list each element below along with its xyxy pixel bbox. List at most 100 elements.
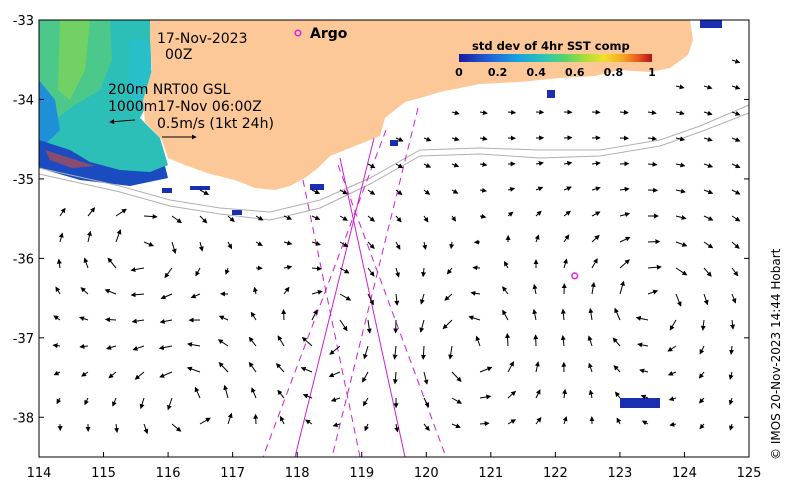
current-vector bbox=[451, 162, 460, 168]
current-vector bbox=[104, 317, 117, 323]
current-vector bbox=[479, 136, 488, 141]
current-vector bbox=[591, 258, 598, 269]
current-vector bbox=[367, 267, 375, 277]
x-tick-label: 116 bbox=[156, 466, 181, 481]
current-vector bbox=[591, 234, 600, 243]
current-vector bbox=[614, 391, 621, 399]
current-vector bbox=[703, 84, 713, 90]
current-vector bbox=[668, 396, 677, 402]
current-vector bbox=[451, 423, 461, 429]
current-vector bbox=[619, 280, 625, 295]
x-tick-label: 119 bbox=[349, 466, 374, 481]
current-vector bbox=[728, 371, 734, 380]
current-vector bbox=[507, 361, 514, 373]
current-vector bbox=[367, 241, 375, 250]
current-vector bbox=[218, 361, 229, 373]
x-axis: 114 115 116 117 118 119 120 121 122 123 124 125 bbox=[27, 452, 762, 481]
current-vector bbox=[302, 393, 313, 399]
current-vector bbox=[362, 397, 369, 407]
current-vector bbox=[305, 419, 313, 425]
current-vector bbox=[479, 421, 490, 427]
current-vector bbox=[563, 186, 572, 191]
x-tick-label: 122 bbox=[543, 466, 568, 481]
current-vector bbox=[451, 215, 457, 222]
current-vector bbox=[227, 241, 233, 250]
current-vector bbox=[507, 419, 517, 425]
current-vector bbox=[194, 386, 201, 399]
current-vector bbox=[395, 215, 402, 223]
current-vector bbox=[423, 136, 432, 142]
current-vector bbox=[616, 417, 622, 425]
current-vector bbox=[698, 371, 705, 379]
current-vector bbox=[507, 390, 517, 399]
current-vector bbox=[703, 215, 714, 221]
current-vector bbox=[56, 258, 62, 269]
current-vector bbox=[591, 160, 601, 166]
current-vector bbox=[143, 241, 154, 247]
current-vector bbox=[328, 371, 341, 378]
current-vector bbox=[698, 397, 705, 404]
current-vector bbox=[339, 215, 348, 221]
current-vector bbox=[532, 308, 538, 321]
current-vector bbox=[367, 293, 374, 306]
current-vector bbox=[479, 187, 488, 193]
current-vector bbox=[339, 267, 350, 274]
current-vector bbox=[731, 293, 737, 304]
current-vector bbox=[423, 397, 430, 408]
current-vector bbox=[423, 371, 429, 385]
y-axis: -33 -34 -35 -36 -37 -38 bbox=[13, 14, 749, 426]
current-vector bbox=[339, 293, 352, 301]
current-vector bbox=[647, 264, 662, 270]
current-vector bbox=[563, 160, 573, 166]
current-vector bbox=[560, 334, 566, 347]
land-mass bbox=[143, 20, 693, 190]
current-vector bbox=[130, 267, 145, 273]
current-vector bbox=[227, 215, 235, 223]
current-vector bbox=[250, 311, 257, 321]
current-vector bbox=[311, 215, 321, 220]
plot-frame bbox=[38, 19, 750, 458]
current-vector bbox=[339, 319, 348, 332]
current-vector bbox=[190, 293, 201, 299]
current-vector bbox=[731, 137, 741, 142]
current-vector bbox=[532, 283, 538, 295]
current-vector bbox=[53, 370, 61, 376]
x-tick-label: 125 bbox=[737, 466, 762, 481]
current-vector bbox=[562, 388, 568, 399]
current-vector bbox=[106, 345, 117, 350]
current-vector bbox=[364, 423, 370, 432]
current-vector bbox=[422, 241, 428, 251]
current-vector bbox=[87, 230, 92, 243]
current-vector bbox=[362, 371, 369, 383]
current-vector bbox=[502, 286, 509, 295]
current-vector bbox=[675, 110, 685, 116]
current-vector bbox=[588, 389, 594, 399]
current-vector bbox=[84, 397, 89, 406]
current-vector bbox=[675, 188, 686, 194]
current-vector bbox=[218, 315, 229, 321]
current-vector bbox=[703, 293, 709, 306]
current-vector bbox=[451, 136, 460, 142]
current-vector bbox=[58, 232, 64, 243]
argo-float-marker[interactable] bbox=[571, 272, 579, 280]
colorbar-tick-label: 0.6 bbox=[565, 66, 585, 79]
current-vector bbox=[367, 215, 375, 222]
sst-coastal-pixels bbox=[162, 20, 722, 408]
current-vector bbox=[251, 387, 257, 399]
current-vector bbox=[283, 264, 293, 270]
current-vector bbox=[255, 215, 264, 221]
y-tick-label: -38 bbox=[13, 411, 34, 426]
current-vector bbox=[451, 371, 462, 383]
y-tick-label: -34 bbox=[13, 93, 34, 108]
colorbar-gradient bbox=[459, 54, 652, 62]
current-vector bbox=[423, 423, 430, 432]
current-vector bbox=[535, 210, 542, 217]
x-tick-label: 117 bbox=[220, 466, 245, 481]
sst-field bbox=[39, 20, 168, 186]
current-vector bbox=[470, 290, 481, 296]
current-vector bbox=[143, 214, 158, 220]
current-vector bbox=[667, 345, 677, 352]
current-vector bbox=[731, 111, 741, 116]
current-vector bbox=[731, 163, 741, 169]
current-vector bbox=[700, 319, 706, 331]
